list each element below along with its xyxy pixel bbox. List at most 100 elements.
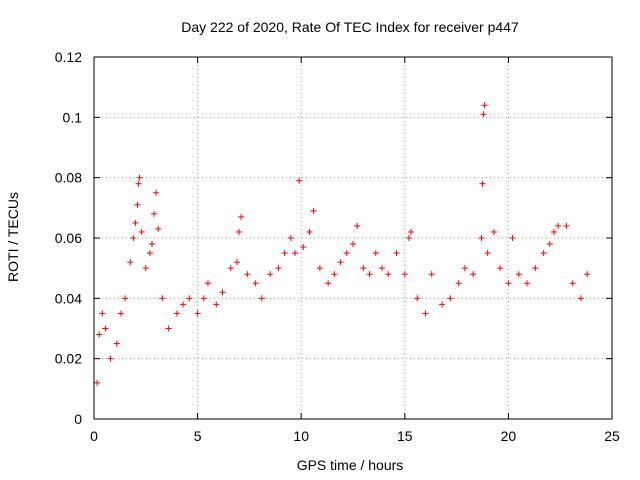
axes: 0 5 10 15 20 25 0 0.02 0.04 0.06 0.08 0.1 0.12	[55, 49, 620, 444]
data-point	[287, 235, 294, 241]
data-point	[149, 241, 156, 248]
y-tick-label: 0.12	[55, 49, 82, 65]
data-point	[509, 235, 516, 241]
data-point	[238, 213, 245, 220]
data-point	[219, 289, 226, 296]
data-point	[325, 280, 332, 287]
y-axis-label: ROTI / TECUs	[5, 192, 21, 282]
data-points	[94, 102, 591, 386]
y-tick-label: 0.02	[55, 351, 82, 367]
data-point	[379, 265, 386, 272]
data-point	[584, 271, 591, 278]
x-axis-label: GPS time / hours	[297, 457, 404, 473]
data-point	[505, 280, 512, 287]
data-point	[310, 207, 317, 214]
data-point	[555, 222, 562, 229]
data-point	[515, 271, 522, 278]
data-point	[481, 102, 488, 109]
data-point	[94, 379, 101, 386]
data-point	[401, 271, 408, 278]
data-point	[447, 295, 454, 302]
data-point	[194, 310, 201, 317]
data-point	[227, 265, 234, 272]
data-point	[563, 222, 570, 229]
data-point	[343, 250, 350, 257]
y-tick-label: 0.06	[55, 230, 82, 246]
data-point	[107, 355, 114, 362]
data-point	[122, 295, 129, 302]
data-point	[138, 228, 145, 235]
chart-title: Day 222 of 2020, Rate Of TEC Index for r…	[181, 19, 519, 35]
data-point	[569, 280, 576, 287]
data-point	[204, 280, 211, 287]
data-point	[550, 228, 557, 235]
data-point	[244, 271, 251, 278]
data-point	[275, 265, 282, 272]
data-point	[134, 201, 141, 208]
grid-lines	[94, 57, 612, 419]
data-point	[360, 265, 367, 272]
data-point	[173, 310, 180, 317]
data-point	[142, 265, 149, 272]
data-point	[236, 228, 243, 235]
data-point	[180, 301, 187, 308]
data-point	[153, 189, 160, 196]
data-point	[461, 265, 468, 272]
data-point	[484, 250, 491, 257]
y-tick-label: 0	[74, 411, 82, 427]
data-point	[439, 301, 446, 308]
y-tick-label: 0.04	[55, 290, 82, 306]
data-point	[408, 228, 415, 235]
data-point	[117, 310, 124, 317]
data-point	[130, 235, 137, 241]
data-point	[577, 295, 584, 302]
data-point	[186, 295, 193, 302]
data-point	[532, 265, 539, 272]
data-point	[428, 271, 435, 278]
data-point	[146, 250, 153, 257]
data-point	[267, 271, 274, 278]
data-point	[337, 259, 344, 266]
x-tick-label: 25	[604, 428, 620, 444]
data-point	[480, 111, 487, 118]
data-point	[300, 244, 307, 251]
data-point	[102, 325, 109, 332]
data-point	[350, 241, 356, 248]
data-point	[490, 228, 497, 235]
data-point	[258, 295, 265, 302]
data-point	[372, 250, 379, 257]
data-point	[546, 241, 553, 248]
data-point	[316, 265, 323, 272]
data-point	[366, 271, 373, 278]
y-tick-label: 0.08	[55, 170, 82, 186]
data-point	[455, 280, 462, 287]
data-point	[159, 295, 166, 302]
data-point	[151, 210, 158, 217]
data-point	[331, 271, 338, 278]
data-point	[385, 271, 392, 278]
data-point	[354, 222, 361, 229]
data-point	[470, 271, 477, 278]
x-tick-label: 10	[293, 428, 309, 444]
data-point	[127, 259, 134, 266]
data-point	[296, 177, 303, 184]
x-tick-label: 5	[194, 428, 202, 444]
data-point	[135, 180, 142, 187]
data-point	[405, 235, 412, 241]
data-point	[213, 301, 220, 308]
data-point	[113, 340, 120, 347]
data-point	[478, 235, 485, 241]
data-point	[306, 228, 313, 235]
data-point	[99, 310, 106, 317]
data-point	[200, 295, 207, 302]
data-point	[132, 219, 139, 226]
data-point	[524, 280, 531, 287]
data-point	[165, 325, 172, 332]
data-point	[281, 250, 288, 257]
data-point	[497, 265, 504, 272]
data-point	[393, 250, 400, 257]
data-point	[414, 295, 421, 302]
data-point	[233, 259, 240, 266]
x-tick-label: 15	[397, 428, 413, 444]
